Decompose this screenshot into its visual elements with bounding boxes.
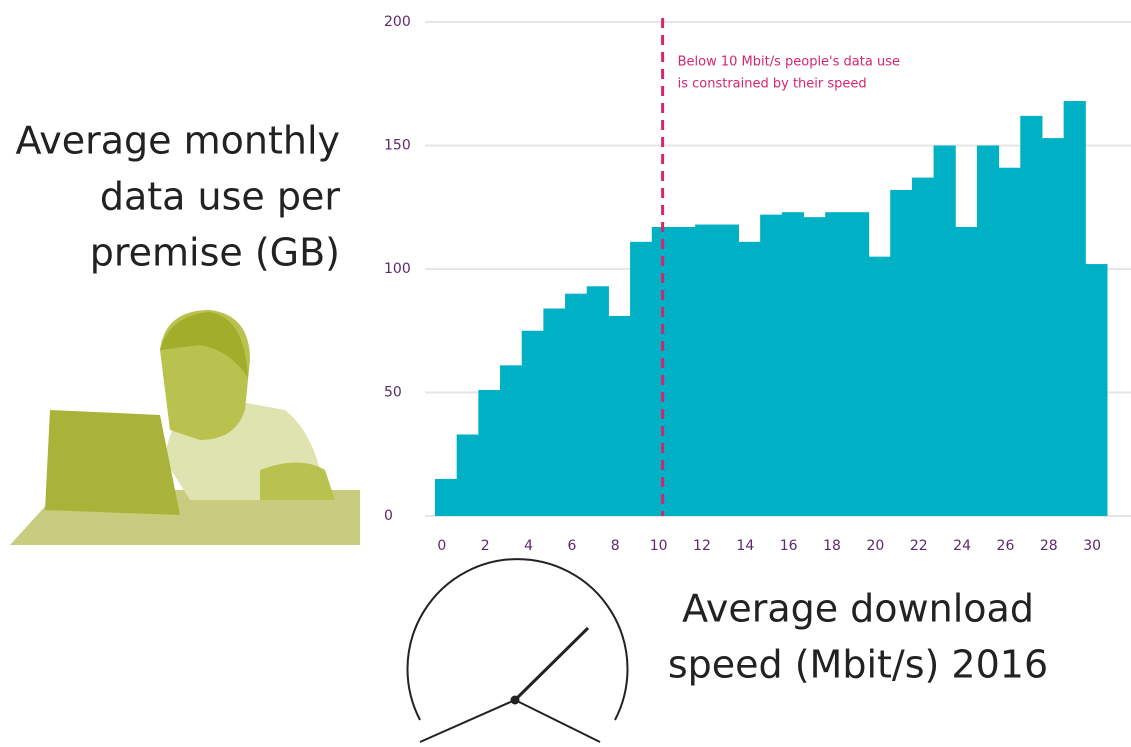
bar (1085, 264, 1107, 516)
y-axis-label: premise (GB) (90, 231, 340, 275)
page: {"chart_data": {"type": "bar", "y_label_… (0, 0, 1131, 747)
x-tick-label: 20 (866, 538, 884, 554)
bar (804, 217, 826, 516)
illustration-child (10, 310, 360, 545)
x-tick-label: 26 (997, 538, 1015, 554)
bar (1064, 101, 1086, 516)
x-tick-label: 8 (611, 538, 620, 554)
y-axis-label: data use per (100, 175, 341, 219)
annotation: is constrained by their speed (678, 77, 867, 92)
chart: 050100150200024681012141618202224262830B… (0, 0, 1131, 747)
bar (1042, 138, 1064, 516)
bar (478, 390, 500, 516)
bar (695, 225, 717, 516)
x-axis-label: Average download (682, 587, 1034, 631)
x-tick-label: 2 (481, 538, 490, 554)
illustration-speedometer (408, 559, 628, 742)
bar (652, 227, 674, 516)
x-tick-label: 4 (524, 538, 533, 554)
bar (782, 212, 804, 516)
bar (847, 212, 869, 516)
x-tick-label: 16 (780, 538, 798, 554)
y-tick-label: 50 (384, 385, 402, 401)
bar (912, 178, 934, 516)
y-tick-label: 0 (384, 508, 393, 524)
bar (955, 227, 977, 516)
x-axis-label: speed (Mbit/s) 2016 (668, 643, 1048, 687)
y-axis-label: Average monthly (15, 119, 340, 163)
bar (608, 316, 630, 516)
bar (869, 257, 891, 516)
bar (435, 479, 457, 516)
bar (999, 168, 1021, 516)
bar (738, 242, 760, 516)
x-tick-label: 18 (823, 538, 841, 554)
bar (977, 146, 999, 517)
y-tick-label: 100 (384, 261, 411, 277)
bar (500, 365, 522, 516)
x-tick-label: 30 (1083, 538, 1101, 554)
bar (630, 242, 652, 516)
bar (522, 331, 544, 516)
bar (565, 294, 587, 516)
y-tick-label: 200 (384, 14, 411, 30)
bar (457, 434, 479, 516)
bar (934, 146, 956, 517)
bar (825, 212, 847, 516)
bar (673, 227, 695, 516)
bar (1020, 116, 1042, 516)
x-tick-label: 28 (1040, 538, 1058, 554)
x-tick-label: 0 (437, 538, 446, 554)
x-tick-label: 24 (953, 538, 971, 554)
x-tick-label: 10 (650, 538, 668, 554)
y-tick-label: 150 (384, 138, 411, 154)
bar (760, 215, 782, 516)
x-tick-label: 6 (567, 538, 576, 554)
bar (587, 286, 609, 516)
annotation: Below 10 Mbit/s people's data use (678, 55, 900, 70)
x-tick-label: 12 (693, 538, 711, 554)
bar (890, 190, 912, 516)
x-tick-label: 22 (910, 538, 928, 554)
bar (717, 225, 739, 516)
bar (543, 309, 565, 516)
x-tick-label: 14 (736, 538, 754, 554)
